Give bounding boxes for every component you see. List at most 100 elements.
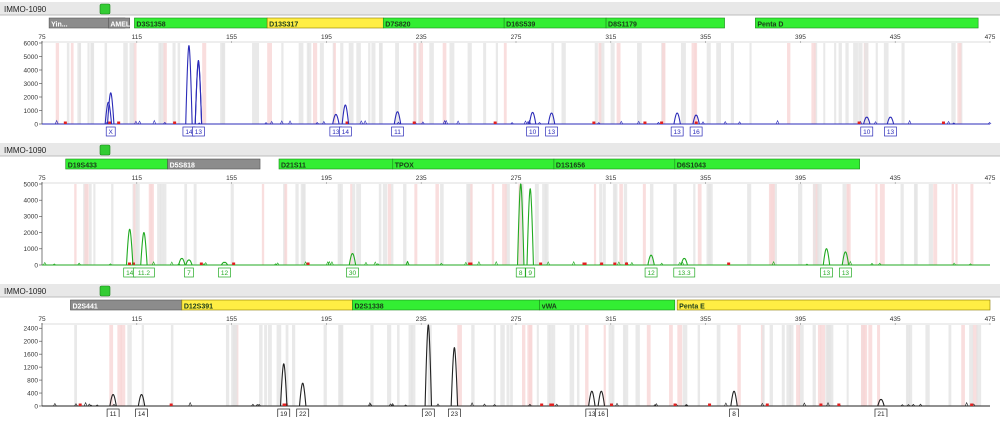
allele-bin bbox=[506, 325, 510, 406]
noise-mark bbox=[188, 401, 192, 407]
artifact-marker bbox=[857, 121, 861, 124]
artifact-marker bbox=[551, 403, 555, 406]
allele-call-label: 22 bbox=[299, 411, 307, 417]
noise-mark bbox=[482, 403, 487, 407]
peak bbox=[279, 363, 288, 407]
artifact-marker bbox=[592, 121, 596, 124]
allele-bin bbox=[66, 43, 70, 124]
allele-call-label: 14 bbox=[185, 129, 193, 136]
allele-bin bbox=[877, 325, 881, 406]
allele-bin bbox=[585, 325, 589, 406]
allele-bin bbox=[356, 43, 361, 124]
allele-bin bbox=[593, 184, 597, 265]
allele-bin bbox=[276, 325, 282, 406]
allele-bin bbox=[547, 325, 551, 406]
allele-bin bbox=[576, 325, 580, 406]
allele-call-box bbox=[515, 267, 526, 278]
x-tick-label: 235 bbox=[416, 316, 427, 323]
allele-bin bbox=[669, 325, 673, 406]
allele-bin bbox=[414, 184, 418, 265]
allele-call-box bbox=[673, 267, 696, 278]
allele-bin bbox=[333, 43, 336, 124]
allele-bin bbox=[542, 184, 547, 265]
peak bbox=[730, 390, 738, 407]
allele-call-label: 30 bbox=[349, 270, 357, 277]
allele-call-label: 10 bbox=[863, 129, 871, 136]
artifact-marker bbox=[727, 262, 731, 265]
x-tick-label: 155 bbox=[226, 316, 237, 323]
noise-mark bbox=[442, 119, 447, 125]
artifact-marker bbox=[583, 262, 587, 265]
allele-bin bbox=[762, 325, 765, 406]
artifact-marker bbox=[643, 121, 647, 124]
allele-bin bbox=[812, 325, 816, 406]
allele-bin bbox=[838, 43, 842, 124]
artifact-marker bbox=[199, 262, 203, 265]
allele-bin bbox=[682, 325, 688, 406]
peak bbox=[140, 232, 148, 266]
locus-label: TPOX bbox=[395, 163, 414, 170]
allele-bin bbox=[202, 43, 207, 124]
allele-bin bbox=[693, 184, 696, 265]
allele-bin bbox=[259, 325, 263, 406]
allele-bin bbox=[972, 325, 978, 406]
x-tick-label: 115 bbox=[132, 34, 143, 41]
peak bbox=[588, 390, 596, 407]
allele-bin bbox=[909, 325, 913, 406]
allele-bin bbox=[159, 43, 164, 124]
allele-call-box bbox=[391, 126, 404, 137]
allele-bin bbox=[403, 184, 407, 265]
allele-bin bbox=[129, 43, 135, 124]
noise-mark bbox=[470, 402, 474, 407]
noise-mark bbox=[405, 260, 410, 266]
allele-bin bbox=[544, 184, 549, 265]
noise-mark bbox=[54, 119, 59, 125]
allele-bin bbox=[379, 43, 383, 124]
allele-bin bbox=[172, 43, 176, 124]
allele-bin bbox=[285, 325, 289, 406]
allele-bin bbox=[624, 325, 629, 406]
allele-bin bbox=[467, 43, 472, 124]
allele-bin bbox=[864, 43, 869, 124]
locus-label: D13S317 bbox=[269, 22, 298, 29]
noise-mark bbox=[264, 122, 268, 125]
locus-label: D16S539 bbox=[506, 22, 535, 29]
allele-bin bbox=[789, 325, 794, 406]
sample-name: IMMO-1090 bbox=[4, 287, 47, 296]
noise-mark bbox=[327, 260, 332, 266]
allele-bin bbox=[491, 184, 495, 265]
allele-bin bbox=[74, 184, 77, 265]
artifact-marker bbox=[468, 262, 472, 265]
allele-bin bbox=[569, 325, 575, 406]
artifact-marker bbox=[549, 403, 553, 406]
noise-mark bbox=[805, 263, 809, 266]
noise-mark bbox=[906, 404, 911, 407]
allele-bin bbox=[442, 43, 447, 124]
panel-2: IMMO-1090 D19S433 D5S818 D21S11 TPOX D1S1656 D… bbox=[0, 143, 1000, 278]
artifact-marker bbox=[837, 403, 841, 406]
y-tick-label: 2000 bbox=[24, 94, 39, 101]
noise-mark bbox=[848, 260, 853, 266]
noise-mark bbox=[406, 260, 410, 266]
artifact-marker bbox=[539, 262, 543, 265]
allele-bin bbox=[435, 184, 439, 265]
allele-bin bbox=[231, 325, 236, 406]
allele-bin bbox=[163, 43, 167, 124]
noise-mark bbox=[269, 120, 274, 125]
y-tick-label: 2000 bbox=[24, 339, 39, 346]
panel-3: IMMO-1090 D2S441 D12S391 D2S1338 vWA Penta E 7… bbox=[0, 284, 1000, 419]
peak bbox=[516, 183, 525, 266]
noise-mark bbox=[255, 403, 259, 407]
y-tick-label: 0 bbox=[34, 121, 38, 128]
allele-bin bbox=[90, 43, 94, 124]
noise-mark bbox=[656, 121, 661, 125]
peak bbox=[528, 111, 537, 125]
noise-mark bbox=[617, 261, 621, 266]
noise-mark bbox=[436, 403, 440, 407]
noise-mark bbox=[163, 121, 167, 125]
allele-bin bbox=[133, 43, 137, 124]
allele-bin bbox=[730, 43, 735, 124]
allele-call-label: X bbox=[109, 129, 114, 136]
allele-call-box bbox=[105, 126, 116, 137]
